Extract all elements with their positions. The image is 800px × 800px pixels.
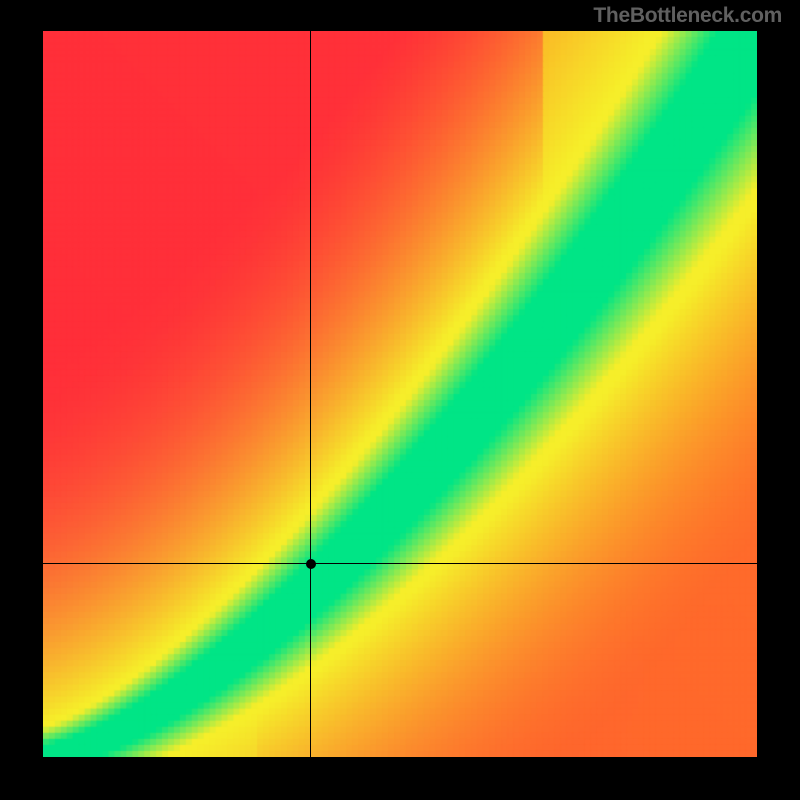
crosshair-marker xyxy=(306,559,316,569)
crosshair-horizontal xyxy=(43,563,757,564)
watermark-text: TheBottleneck.com xyxy=(593,4,782,28)
heatmap-plot xyxy=(43,31,757,757)
chart-container: TheBottleneck.com xyxy=(0,0,800,800)
crosshair-vertical xyxy=(310,31,311,757)
